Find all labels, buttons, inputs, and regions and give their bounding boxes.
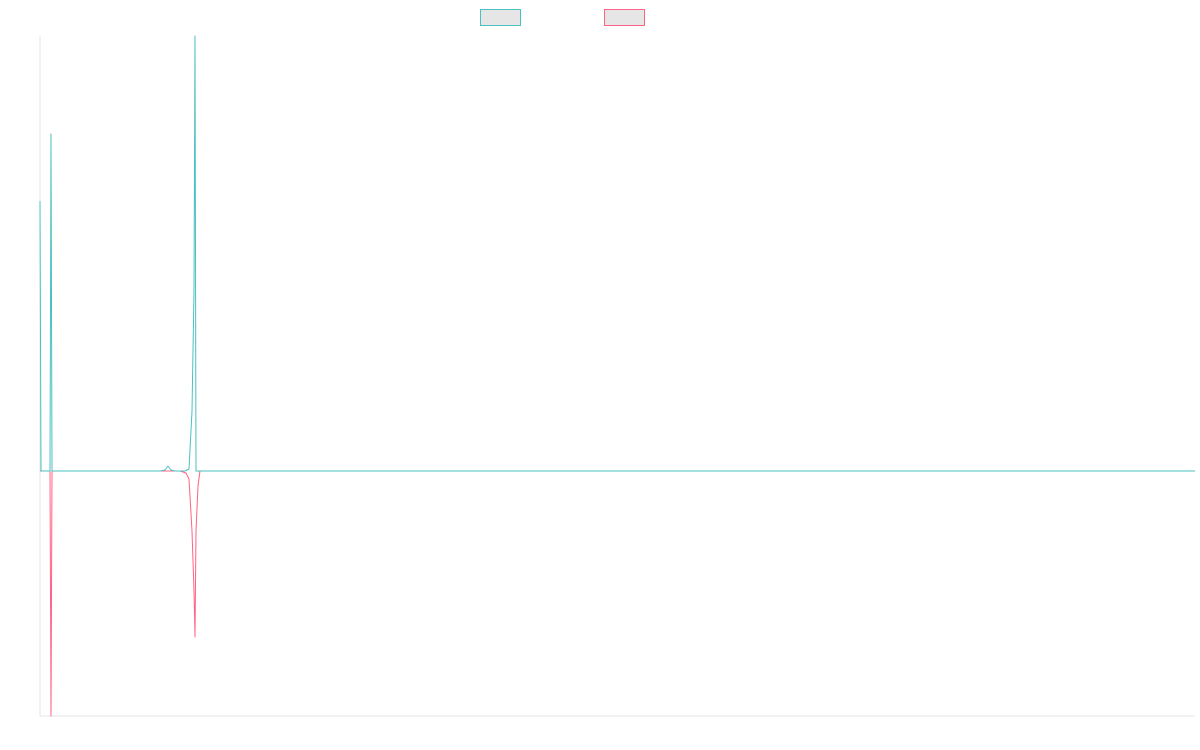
series-line-1: [39, 35, 1195, 472]
legend-item-1[interactable]: [480, 9, 521, 26]
legend-swatch-1: [480, 9, 521, 26]
legend-swatch-2: [604, 9, 645, 26]
legend: [480, 9, 645, 26]
series-line-2: [40, 470, 1195, 717]
series-layer: [39, 35, 1195, 717]
legend-item-2[interactable]: [604, 9, 645, 26]
axes: [39, 36, 1195, 717]
